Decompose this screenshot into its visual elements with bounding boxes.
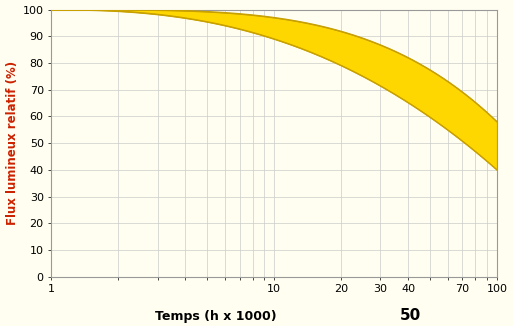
Text: 50: 50 bbox=[400, 308, 421, 323]
Y-axis label: Flux lumineux relatif (%): Flux lumineux relatif (%) bbox=[6, 61, 18, 225]
Text: Temps (h x 1000): Temps (h x 1000) bbox=[154, 310, 277, 323]
